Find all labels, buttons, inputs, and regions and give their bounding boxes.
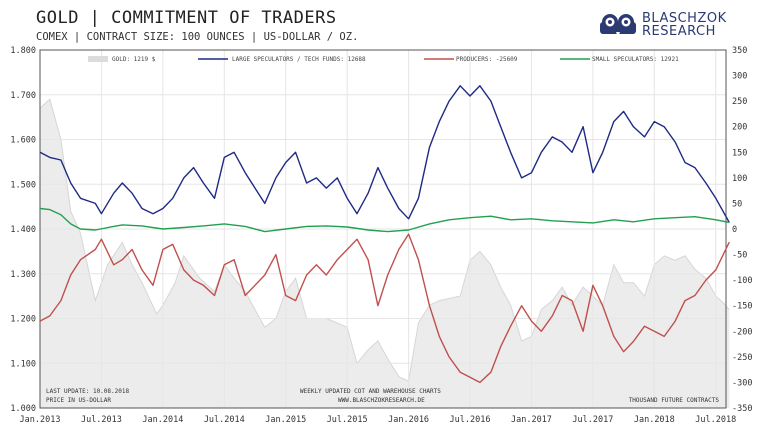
right-tick-label: 300 (732, 72, 747, 82)
gold-area-layer (39, 98, 730, 408)
right-tick-label: -250 (732, 353, 752, 363)
x-tick-label: Jul.2014 (204, 415, 245, 425)
right-tick-label: 50 (732, 199, 742, 209)
x-tick-label: Jan.2015 (265, 415, 306, 425)
legend-swatch-gold (88, 56, 108, 62)
left-tick-label: 1.100 (10, 359, 36, 369)
x-tick-label: Jan.2014 (142, 415, 183, 425)
legend: GOLD: 1219 $ LARGE SPECULATORS / TECH FU… (88, 56, 679, 63)
right-tick-label: -50 (732, 251, 747, 261)
left-tick-label: 1.500 (10, 180, 36, 190)
right-tick-label: -350 (732, 404, 752, 414)
left-tick-label: 1.300 (10, 270, 36, 280)
price-unit-note: PRICE IN US-DOLLAR (46, 397, 111, 404)
brand-logo: BLASCHZOK RESEARCH (598, 10, 758, 44)
right-tick-label: 0 (732, 225, 737, 235)
x-tick-label: Jul.2018 (695, 415, 736, 425)
x-tick-label: Jul.2017 (572, 415, 613, 425)
right-axis-ticks: 350 300 250 200 150 100 50 0 -50 -100 -150 -200 -250… (732, 46, 752, 414)
right-tick-label: 200 (732, 123, 747, 133)
source-note-1: WEEKLY UPDATED COT AND WAREHOUSE CHARTS (300, 388, 441, 395)
logo-line-1: BLASCHZOK (642, 11, 727, 26)
x-tick-label: Jul.2016 (450, 415, 491, 425)
legend-label-small-speculators: SMALL SPECULATORS: 12921 (592, 56, 679, 63)
legend-label-large-speculators: LARGE SPECULATORS / TECH FUNDS: 12688 (232, 56, 366, 63)
x-tick-label: Jan.2016 (388, 415, 429, 425)
right-tick-label: 150 (732, 148, 747, 158)
left-axis-ticks: 1.000 1.100 1.200 1.300 1.400 1.500 1.600 1.700… (10, 46, 36, 414)
owl-logo-icon (600, 14, 636, 37)
left-tick-label: 1.700 (10, 91, 36, 101)
series-line-producers (39, 233, 730, 384)
series-line-large-speculators (39, 85, 730, 223)
source-note-2: WWW.BLASCHZOKRESEARCH.DE (338, 397, 425, 404)
right-unit-note: THOUSAND FUTURE CONTRACTS (629, 397, 720, 404)
x-tick-label: Jul.2013 (81, 415, 122, 425)
left-tick-label: 1.600 (10, 136, 36, 146)
right-tick-label: 350 (732, 46, 747, 56)
x-axis-ticks: Jan.2013 Jul.2013 Jan.2014 Jul.2014 Jan.2015… (20, 415, 737, 425)
left-tick-label: 1.400 (10, 225, 36, 235)
chart-title: GOLD | COMMITMENT OF TRADERS (36, 8, 337, 28)
right-tick-label: -150 (732, 302, 752, 312)
right-tick-label: -300 (732, 378, 752, 388)
x-tick-label: Jan.2017 (511, 415, 552, 425)
legend-label-producers: PRODUCERS: -25609 (456, 56, 518, 63)
logo-line-2: RESEARCH (642, 24, 716, 39)
x-tick-label: Jul.2015 (327, 415, 368, 425)
legend-label-gold: GOLD: 1219 $ (112, 56, 156, 63)
plot-frame (39, 49, 727, 409)
x-tick-label: Jan.2013 (20, 415, 61, 425)
right-tick-label: -200 (732, 327, 752, 337)
left-tick-label: 1.200 (10, 315, 36, 325)
right-tick-label: 100 (732, 174, 747, 184)
gold-price-area (40, 99, 730, 408)
right-tick-label: -100 (732, 276, 752, 286)
right-tick-label: 250 (732, 97, 747, 107)
left-tick-label: 1.000 (10, 404, 36, 414)
series-line-small-speculators (39, 207, 730, 233)
x-tick-label: Jan.2018 (634, 415, 675, 425)
chart-subtitle: COMEX | CONTRACT SIZE: 100 OUNCES | US-D… (36, 31, 359, 43)
gold-price-line (39, 98, 730, 382)
left-tick-label: 1.800 (10, 46, 36, 56)
series-line-layer (39, 85, 730, 384)
last-update-note: LAST UPDATE: 10.08.2018 (46, 388, 129, 395)
